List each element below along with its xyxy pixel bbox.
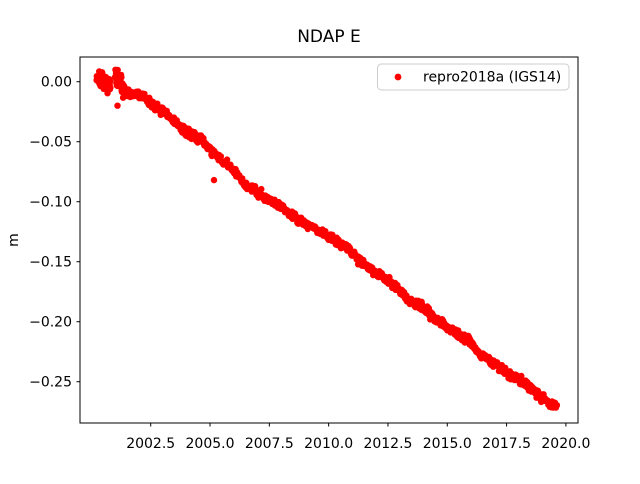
x-tick-label: 2007.5 bbox=[245, 436, 294, 452]
x-tick-label: 2017.5 bbox=[482, 436, 531, 452]
chart-title: NDAP E bbox=[297, 27, 361, 47]
axis-tick-labels: 2002.5 2005.0 2007.5 2010.0 2012.5 2015.0 2017… bbox=[29, 75, 590, 452]
legend-marker-icon bbox=[394, 73, 402, 81]
x-tick-label: 2020.0 bbox=[541, 436, 590, 452]
y-tick-label: −0.10 bbox=[29, 195, 72, 211]
x-tick-label: 2012.5 bbox=[363, 436, 412, 452]
legend-box bbox=[377, 63, 570, 91]
legend: repro2018a (IGS14) bbox=[377, 63, 570, 91]
x-tick-label: 2005.0 bbox=[186, 436, 235, 452]
y-tick-label: −0.25 bbox=[29, 375, 72, 391]
legend-entry-label: repro2018a (IGS14) bbox=[423, 70, 561, 86]
data-point bbox=[217, 153, 225, 160]
y-tick-label: −0.20 bbox=[29, 315, 72, 331]
x-tick-label: 2015.0 bbox=[423, 436, 472, 452]
data-point bbox=[223, 156, 231, 163]
axis-ticks bbox=[76, 81, 567, 427]
y-tick-label: −0.05 bbox=[29, 135, 72, 151]
data-point-outlier bbox=[210, 176, 218, 184]
data-point bbox=[258, 185, 265, 193]
scatter-series bbox=[93, 66, 561, 411]
data-point bbox=[553, 402, 561, 409]
y-tick-label: 0.00 bbox=[41, 75, 72, 91]
data-point-outlier bbox=[114, 102, 121, 109]
data-point bbox=[118, 74, 125, 81]
data-point bbox=[106, 78, 114, 85]
y-tick-label: −0.15 bbox=[29, 255, 72, 271]
x-tick-label: 2002.5 bbox=[126, 436, 175, 452]
x-tick-label: 2010.0 bbox=[304, 436, 353, 452]
data-point bbox=[107, 84, 114, 92]
y-axis-label: m bbox=[6, 233, 22, 247]
